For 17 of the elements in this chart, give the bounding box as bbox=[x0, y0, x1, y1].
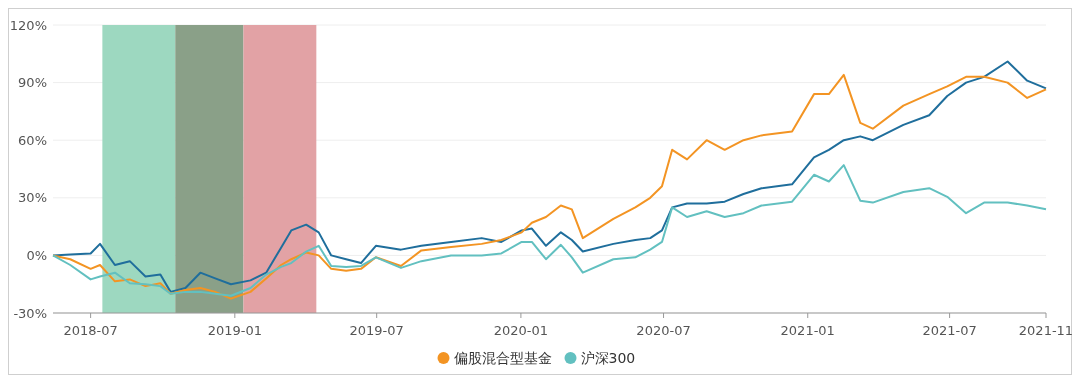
x-tick-label: 2021-11 bbox=[1018, 323, 1074, 338]
y-tick-label: 0% bbox=[26, 247, 47, 263]
y-tick-label: -30% bbox=[13, 305, 47, 321]
x-tick-label: 2019-07 bbox=[349, 323, 404, 338]
legend-label: 偏股混合型基金 bbox=[453, 349, 552, 366]
x-tick-label: 2018-07 bbox=[63, 323, 118, 338]
y-tick-label: 60% bbox=[18, 132, 47, 148]
x-tick-label: 2021-01 bbox=[780, 323, 835, 338]
line-series bbox=[52, 164, 1047, 297]
x-tick-label: 2020-07 bbox=[636, 323, 691, 338]
x-tick-label: 2019-01 bbox=[207, 323, 262, 338]
y-tick-label: 90% bbox=[18, 75, 47, 91]
x-tick-label: 2020-01 bbox=[493, 323, 549, 338]
y-tick-label: 30% bbox=[18, 190, 47, 206]
x-tick-label: 2021-07 bbox=[922, 323, 977, 338]
legend-label: 沪深300 bbox=[580, 349, 636, 366]
y-tick-label: 120% bbox=[9, 17, 47, 33]
